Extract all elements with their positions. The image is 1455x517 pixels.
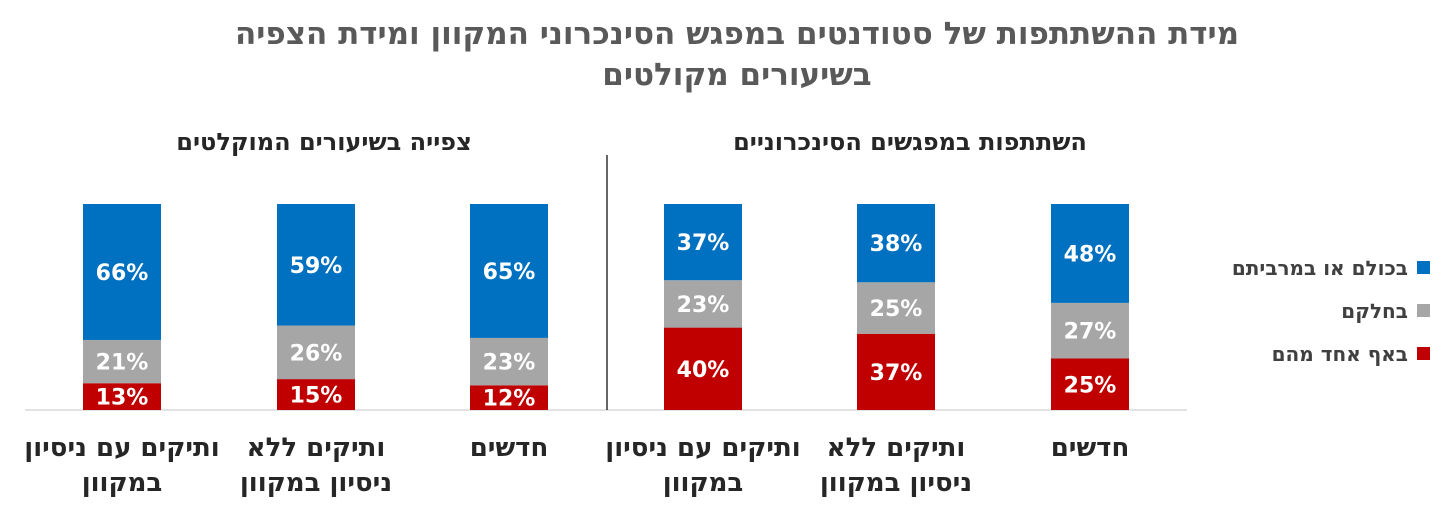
bar-segment-none bbox=[277, 379, 355, 410]
bar-value-label: 23% bbox=[483, 351, 536, 376]
bar-segment-none bbox=[470, 385, 548, 410]
bar-segment-some bbox=[470, 337, 548, 386]
bar-segment-some bbox=[1051, 302, 1129, 359]
bar-segment-all bbox=[470, 204, 548, 338]
chart-title-line-2: בשיעורים מקולטים bbox=[602, 57, 871, 93]
chart-title-line-1: מידת ההשתתפות של סטודנטים במפגש הסינכרונ… bbox=[235, 16, 1239, 52]
bar-segment-all bbox=[83, 204, 161, 340]
bar-value-label: 27% bbox=[1064, 320, 1117, 345]
legend-label-none: באף אחד מהם bbox=[1272, 342, 1408, 366]
legend-label-all: בכולם או במרביתם bbox=[1232, 256, 1408, 280]
bar-value-label: 23% bbox=[677, 293, 730, 318]
bar-segment-all bbox=[277, 204, 355, 326]
bar-segment-none bbox=[1051, 358, 1129, 410]
legend-label-some: בחלקם bbox=[1341, 299, 1408, 323]
legend-swatch-some bbox=[1417, 304, 1430, 317]
bar-value-label: 13% bbox=[96, 386, 149, 411]
bars-layer: 25% 27% 48% 37% 25% 38% 40% 23% 37% 12% 23% 65% 15% 2… bbox=[83, 204, 1129, 412]
bar-segment-some bbox=[277, 325, 355, 380]
bar-value-label: 37% bbox=[870, 361, 923, 386]
category-label: חדשים bbox=[470, 433, 549, 463]
category-label: ותיקים ללא bbox=[827, 433, 966, 463]
bar-value-label: 26% bbox=[290, 341, 343, 366]
bar-segment-none bbox=[664, 327, 742, 410]
bar-segment-some bbox=[664, 280, 742, 328]
category-label: ניסיון במקוון bbox=[240, 468, 392, 498]
category-label: חדשים bbox=[1051, 433, 1130, 463]
legend: בכולם או במרביתם בחלקם באף אחד מהם bbox=[1232, 256, 1430, 366]
bar-segment-all bbox=[664, 204, 742, 281]
bar-value-label: 25% bbox=[870, 297, 923, 322]
group-title-synchronous: השתתפות במפגשים הסינכרוניים bbox=[733, 128, 1087, 156]
category-label: ותיקים עם ניסיון bbox=[605, 433, 800, 463]
category-label: ניסיון במקוון bbox=[820, 468, 972, 498]
category-label: במקוון bbox=[663, 468, 744, 498]
bar-value-label: 25% bbox=[1064, 373, 1117, 398]
bar-value-label: 48% bbox=[1064, 242, 1117, 267]
category-label: ותיקים עם ניסיון bbox=[24, 433, 219, 463]
bar-value-label: 38% bbox=[870, 232, 923, 257]
category-label: ותיקים ללא bbox=[247, 433, 386, 463]
bar-value-label: 65% bbox=[483, 260, 536, 285]
bar-segment-some bbox=[83, 339, 161, 384]
bar-segment-none bbox=[857, 333, 935, 410]
bar-segment-none bbox=[83, 383, 161, 410]
group-title-recordings: צפייה בשיעורים המוקלטים bbox=[176, 128, 472, 156]
legend-swatch-all bbox=[1417, 261, 1430, 274]
category-label: במקוון bbox=[82, 468, 163, 498]
bar-value-label: 12% bbox=[483, 387, 536, 412]
bar-segment-all bbox=[1051, 204, 1129, 303]
category-labels-layer: חדשים ותיקים ללא ניסיון במקוון ותיקים עם ני… bbox=[24, 433, 1129, 498]
bar-value-label: 66% bbox=[96, 261, 149, 286]
bar-value-label: 15% bbox=[290, 384, 343, 409]
bar-value-label: 21% bbox=[96, 351, 149, 376]
bar-segment-some bbox=[857, 282, 935, 334]
bar-segment-all bbox=[857, 204, 935, 283]
legend-swatch-none bbox=[1417, 347, 1430, 360]
bar-value-label: 59% bbox=[290, 254, 343, 279]
bar-value-label: 40% bbox=[677, 358, 730, 383]
bar-value-label: 37% bbox=[677, 231, 730, 256]
